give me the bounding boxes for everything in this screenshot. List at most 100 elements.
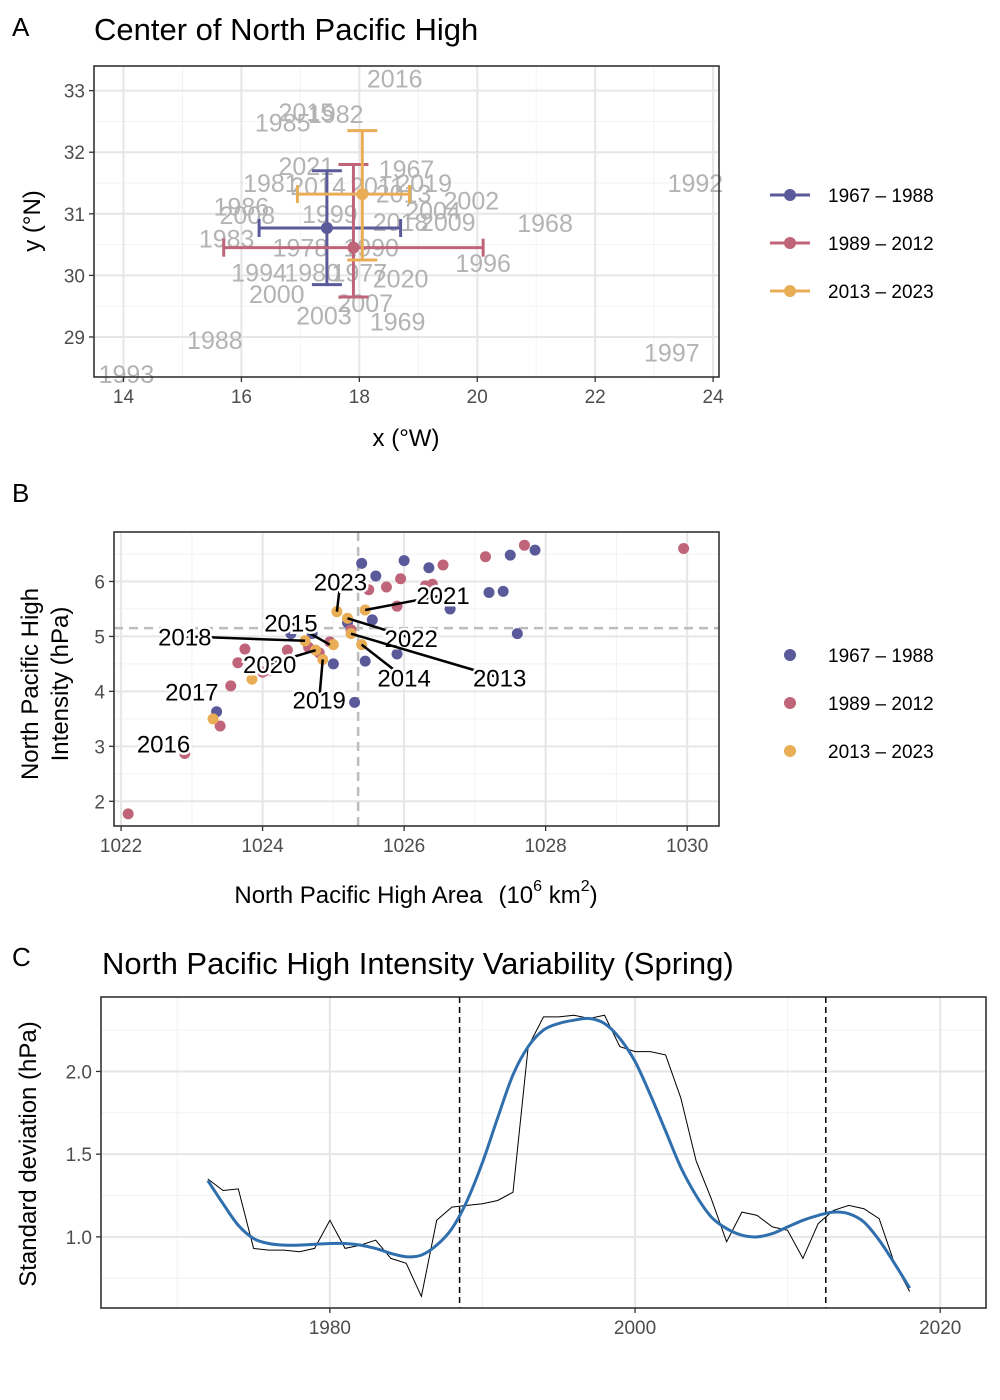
year-label: 1980 bbox=[284, 259, 340, 287]
smoothed-series-line bbox=[206, 1016, 911, 1289]
annotation-label: 2020 bbox=[243, 652, 296, 679]
panel-a-title: Center of North Pacific High bbox=[94, 12, 478, 47]
panel-a-x-axis-label: x (°W) bbox=[373, 425, 440, 452]
annotation-leader bbox=[184, 635, 306, 643]
y-tick-label: 2.0 bbox=[66, 1062, 92, 1083]
panel-b-points bbox=[122, 539, 690, 820]
data-point bbox=[359, 655, 371, 667]
x-tick-label: 20 bbox=[467, 387, 488, 408]
data-point bbox=[423, 562, 435, 574]
year-label: 1993 bbox=[99, 361, 155, 389]
y-tick-label: 31 bbox=[64, 205, 85, 226]
legend-entry: 2013 – 2023 bbox=[828, 742, 934, 763]
year-label: 1994 bbox=[231, 259, 287, 287]
panel-c-frame bbox=[100, 996, 987, 1309]
data-point bbox=[444, 603, 456, 615]
panel-c-y-axis-label: Standard deviation (hPa) bbox=[15, 1021, 42, 1287]
period-mean-point bbox=[320, 221, 333, 234]
year-label: 2004 bbox=[405, 198, 461, 226]
data-point bbox=[437, 559, 449, 571]
data-point bbox=[678, 542, 690, 554]
year-label: 2002 bbox=[444, 187, 500, 215]
period-mean-point bbox=[347, 241, 360, 254]
panel-c-grid bbox=[101, 997, 986, 1308]
annotation-label: 2021 bbox=[416, 583, 469, 610]
data-point bbox=[349, 696, 361, 708]
x-tick-label: 1030 bbox=[666, 836, 708, 857]
x-tick-label: 14 bbox=[113, 387, 135, 408]
panel-a: A Center of North Pacific High 201620151… bbox=[12, 12, 934, 452]
data-point bbox=[214, 720, 226, 732]
data-point bbox=[327, 658, 339, 670]
panel-b-y-axis-label-line1: North Pacific High bbox=[17, 588, 44, 780]
data-point bbox=[232, 657, 244, 669]
data-point bbox=[391, 648, 403, 660]
annotation-leader bbox=[269, 648, 317, 666]
data-point bbox=[366, 614, 378, 626]
panel-b-x-axis-unit-base: (10 bbox=[498, 882, 533, 909]
panel-b-x-axis-unit-exp: 6 bbox=[533, 878, 542, 895]
legend-entry: 1989 – 2012 bbox=[828, 234, 934, 255]
year-label: 1985 bbox=[255, 110, 311, 138]
data-point bbox=[285, 628, 297, 640]
panel-b-x-axis-unit-end: ) bbox=[590, 882, 598, 909]
year-label: 2007 bbox=[337, 290, 393, 318]
year-label: 2003 bbox=[296, 302, 352, 330]
legend-key-point bbox=[784, 189, 796, 201]
data-point bbox=[363, 584, 375, 596]
y-tick-label: 30 bbox=[64, 266, 85, 287]
legend-key-point bbox=[784, 285, 796, 297]
x-tick-label: 1028 bbox=[524, 836, 566, 857]
annotation-label: 2019 bbox=[293, 688, 346, 715]
panel-a-ticks: 14 16 18 20 22 24 29 30 31 32 33 bbox=[64, 82, 724, 408]
data-point bbox=[239, 643, 251, 655]
legend-key-point bbox=[784, 649, 796, 661]
x-tick-label: 1026 bbox=[383, 836, 425, 857]
legend-key-point bbox=[784, 237, 796, 249]
panel-b-reference-lines bbox=[114, 532, 719, 826]
year-label: 1986 bbox=[214, 193, 270, 221]
y-tick-label: 33 bbox=[64, 82, 85, 103]
y-tick-label: 32 bbox=[64, 143, 85, 164]
panel-b-x-axis-unit-exp2: 2 bbox=[581, 878, 590, 895]
legend-entry: 1967 – 1988 bbox=[828, 646, 934, 667]
x-tick-label: 1022 bbox=[100, 836, 142, 857]
panel-b-frame bbox=[113, 531, 720, 827]
annotation-leader bbox=[290, 621, 331, 646]
data-point bbox=[479, 551, 491, 563]
panel-c-title: North Pacific High Intensity Variability… bbox=[102, 946, 734, 981]
data-point bbox=[207, 713, 219, 725]
x-tick-label: 1024 bbox=[241, 836, 284, 857]
panel-b-grid bbox=[114, 532, 719, 826]
x-tick-label: 22 bbox=[585, 387, 606, 408]
y-tick-label: 1.0 bbox=[66, 1228, 92, 1249]
panel-c-period-boundaries bbox=[458, 997, 827, 1308]
y-tick-label: 29 bbox=[64, 328, 85, 349]
year-label: 1983 bbox=[199, 225, 255, 253]
panel-b-annotations: 2023 2021 2015 2022 2018 2020 2014 2013 2019 2017… bbox=[134, 567, 529, 761]
year-label: 1981 bbox=[243, 170, 299, 198]
x-tick-label: 18 bbox=[349, 387, 370, 408]
data-point bbox=[225, 680, 237, 692]
panel-a-period-means bbox=[222, 129, 485, 299]
year-label: 1977 bbox=[332, 259, 388, 287]
x-tick-label: 16 bbox=[231, 387, 252, 408]
panel-a-y-axis-label: y (°N) bbox=[19, 190, 46, 252]
year-label: 1982 bbox=[308, 101, 364, 129]
x-tick-label: 2000 bbox=[614, 1318, 656, 1339]
annotation-label: 2013 bbox=[473, 666, 526, 693]
annotation-leader bbox=[335, 581, 342, 612]
panel-letter-b: B bbox=[12, 478, 29, 508]
data-point bbox=[179, 747, 191, 759]
x-tick-label: 24 bbox=[703, 387, 725, 408]
panel-c-lines bbox=[206, 1014, 911, 1299]
data-point bbox=[511, 628, 523, 640]
legend-key-point bbox=[784, 745, 796, 757]
period-mean-point bbox=[356, 188, 369, 201]
year-label: 1997 bbox=[644, 339, 700, 367]
data-point bbox=[426, 578, 438, 590]
year-label: 2021 bbox=[278, 153, 334, 181]
year-label: 2020 bbox=[373, 265, 429, 293]
